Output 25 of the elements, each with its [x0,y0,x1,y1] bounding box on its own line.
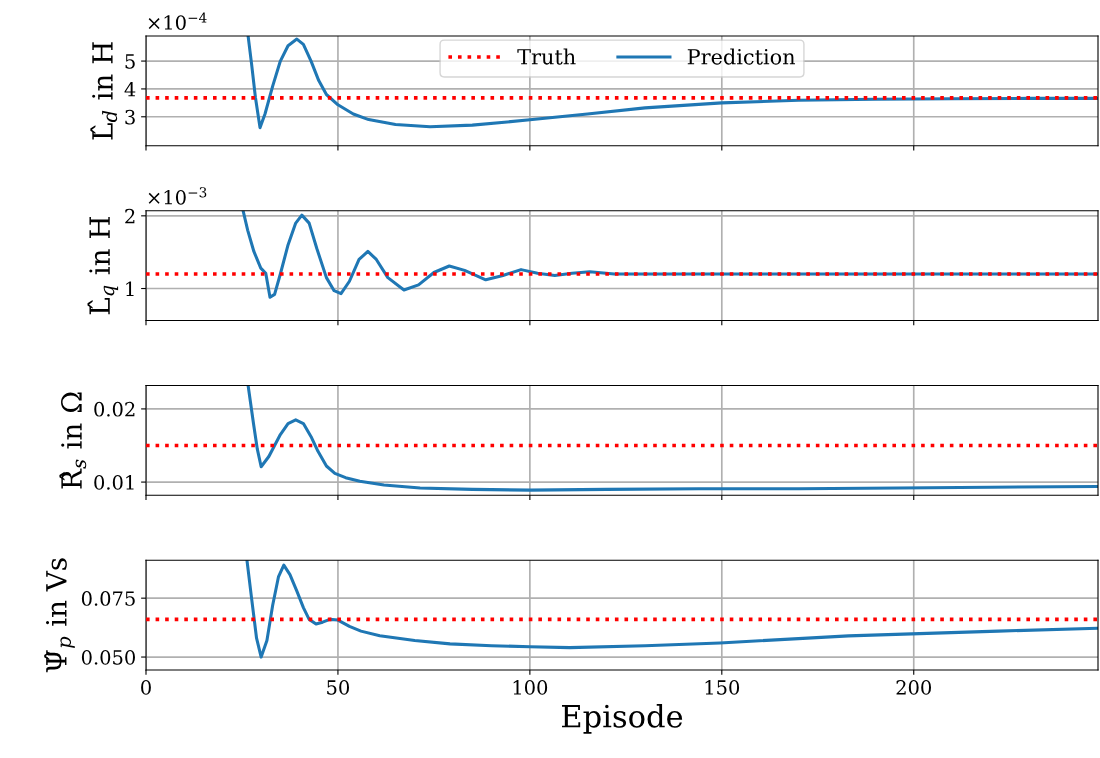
y-axis-title: L̂$_{q}$ in H [87,216,119,315]
text: ×10$^{−4}$ [148,12,207,30]
y-axis-title: R̂$_{s}$ in Ω [59,392,87,489]
legend-label: Prediction [687,48,796,65]
x-tick-label: 0 [141,680,151,695]
y-tick-label: 3 [125,109,135,125]
line-series [246,385,1098,492]
y-tick-label: 4 [124,81,136,97]
y-axis-title: L̂$_{d}$ in H [90,42,118,140]
x-tick-label: 150 [705,680,740,695]
x-tick-label: 100 [513,680,548,695]
y-tick-label: 0.01 [94,475,134,490]
y-tick-label: 2 [125,208,135,224]
y-tick-label: 0.02 [94,401,135,417]
legend-label: Truth [517,48,576,65]
y-axis-title: Ψ̂$_{p}$ in Vs [44,558,75,673]
y-tick-label: 1 [126,281,134,296]
line-series [245,560,1098,659]
y-tick-label: 0.050 [81,650,135,665]
x-tick-label: 50 [327,680,350,695]
x-tick-label: 200 [896,680,932,695]
text: ×10$^{−3}$ [148,187,207,205]
y-tick-label: 0.075 [81,591,135,606]
y-tick-label: 5 [125,54,135,69]
x-axis-title: Episode [562,704,683,734]
